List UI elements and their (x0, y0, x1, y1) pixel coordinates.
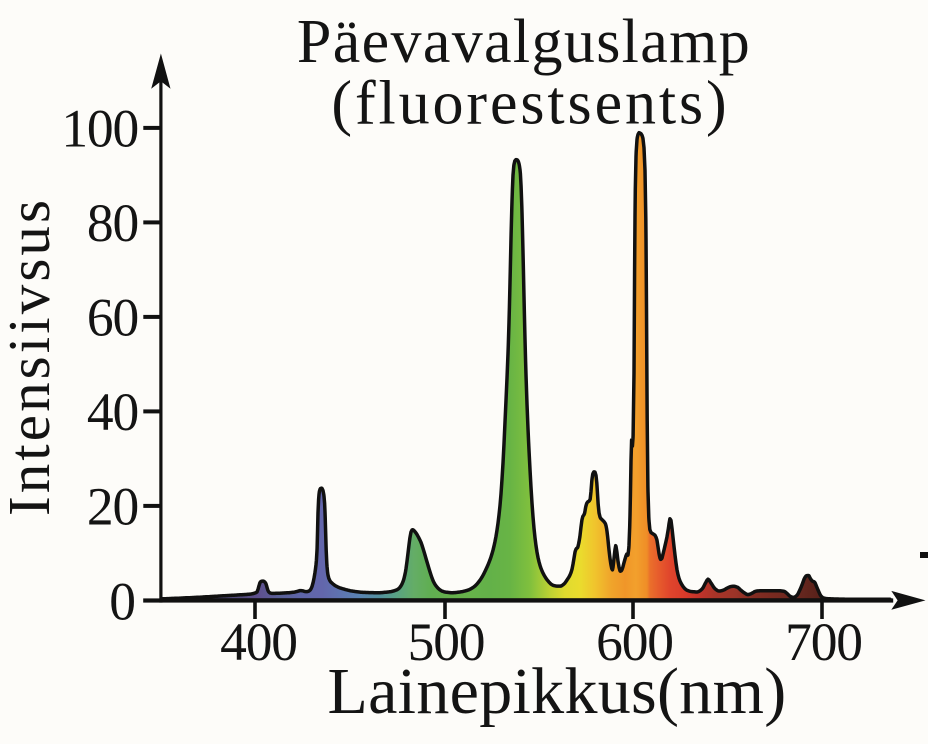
svg-text:60: 60 (87, 288, 138, 348)
svg-text:400: 400 (220, 612, 297, 672)
svg-text:(fluorestsents): (fluorestsents) (331, 70, 729, 138)
svg-text:20: 20 (87, 477, 138, 537)
svg-text:500: 500 (408, 612, 485, 672)
svg-text:Intensiivsus: Intensiivsus (0, 197, 62, 516)
svg-text:80: 80 (87, 193, 138, 253)
svg-text:Päevavalguslamp: Päevavalguslamp (297, 8, 751, 76)
svg-text:100: 100 (61, 99, 138, 159)
svg-text:40: 40 (87, 382, 138, 442)
svg-text:600: 600 (596, 612, 673, 672)
svg-text:700: 700 (785, 612, 862, 672)
svg-text:Lainepikkus(nm): Lainepikkus(nm) (327, 655, 786, 728)
svg-text:0: 0 (109, 572, 136, 632)
